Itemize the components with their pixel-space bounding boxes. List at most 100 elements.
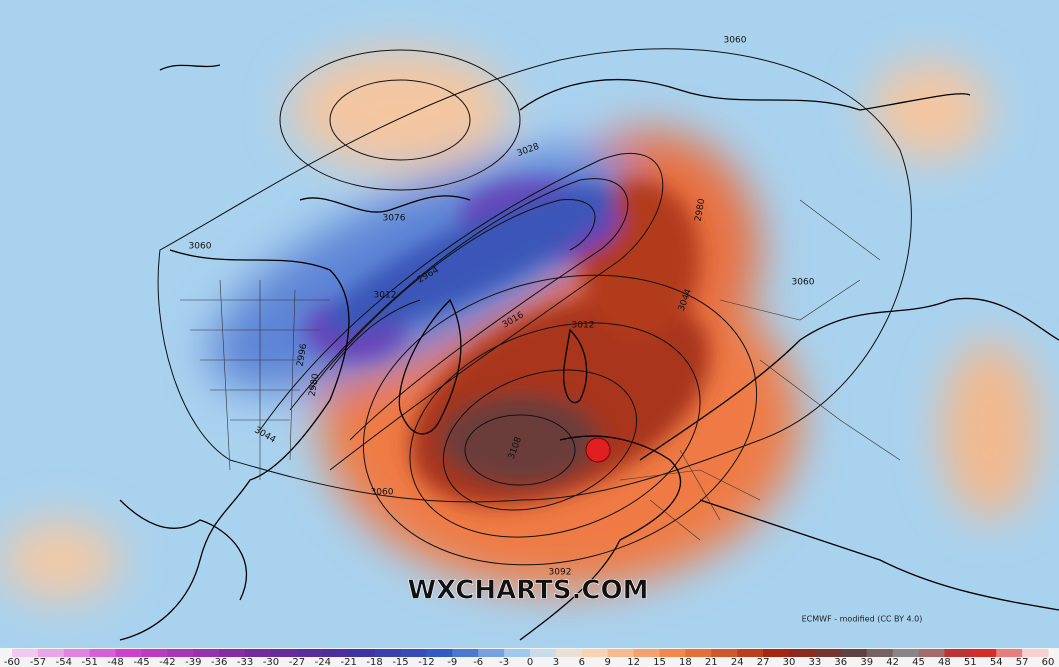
colorbar-swatch <box>581 649 609 657</box>
colorbar-label: -9 <box>447 657 457 667</box>
colorbar-swatch <box>400 649 427 657</box>
colorbar-label: 15 <box>653 657 666 667</box>
colorbar-label: 3 <box>553 657 559 667</box>
colorbar-label: 0 <box>527 657 533 667</box>
colorbar-label: 54 <box>990 657 1003 667</box>
colorbar-label: -21 <box>341 657 357 667</box>
colorbar-swatch <box>322 649 350 657</box>
colorbar-label: 33 <box>809 657 822 667</box>
colorbar-swatch <box>37 649 65 657</box>
contour-label: 3012 <box>572 321 595 331</box>
colorbar-swatch <box>219 649 246 657</box>
colorbar-swatch <box>271 649 298 657</box>
colorbar-swatch <box>374 649 401 657</box>
colorbar-label: -48 <box>107 657 123 667</box>
credit: ECMWF - modified (CC BY 4.0) <box>802 615 923 624</box>
colorbar-swatch <box>63 649 91 657</box>
colorbar-swatch <box>1022 649 1049 657</box>
contour-label: 3076 <box>383 214 406 224</box>
colorbar-swatch <box>193 649 220 657</box>
colorbar-label: -30 <box>263 657 279 667</box>
colorbar-swatch <box>89 649 117 657</box>
colorbar-label: -15 <box>392 657 408 667</box>
colorbar-swatch <box>892 649 919 657</box>
colorbar-label: 51 <box>964 657 977 667</box>
colorbar-swatch <box>141 649 168 657</box>
colorbar-label: -27 <box>289 657 305 667</box>
colorbar-label: 48 <box>938 657 951 667</box>
colorbar-label: 21 <box>705 657 718 667</box>
colorbar-swatch <box>944 649 971 657</box>
colorbar-swatch <box>452 649 479 657</box>
colorbar-swatch <box>866 649 894 657</box>
colorbar-label: -36 <box>211 657 227 667</box>
borders <box>180 199 901 541</box>
colorbar-swatch <box>789 649 816 657</box>
colorbar-swatch <box>685 649 712 657</box>
colorbar-label: 18 <box>679 657 692 667</box>
contour-label: 2980 <box>694 198 708 223</box>
colorbar-swatch <box>530 649 557 657</box>
coastlines <box>119 64 1059 641</box>
colorbar-label: 60 <box>1042 657 1055 667</box>
colorbar-label: -3 <box>499 657 509 667</box>
contour-label: 3092 <box>549 568 572 578</box>
colorbar-swatch <box>814 649 842 657</box>
colorbar-label: 9 <box>605 657 611 667</box>
colorbar-label: -6 <box>473 657 483 667</box>
contour-label: 3012 <box>374 291 397 301</box>
colorbar-label: 57 <box>1016 657 1029 667</box>
contour-label: 3060 <box>189 242 212 252</box>
contour-label: 2980 <box>308 373 322 398</box>
colorbar-label: 6 <box>579 657 585 667</box>
colorbar-label: 30 <box>783 657 796 667</box>
watermark: WXCHARTS.COM <box>407 576 648 606</box>
colorbar-label: -57 <box>30 657 46 667</box>
colorbar-swatch <box>918 649 945 657</box>
colorbar-swatch <box>478 649 505 657</box>
colorbar-swatch <box>763 649 790 657</box>
colorbar-label: 24 <box>731 657 744 667</box>
colorbar-swatch <box>504 649 531 657</box>
contour-label: 3060 <box>724 36 747 46</box>
colorbar-label: 27 <box>757 657 770 667</box>
colorbar-swatch <box>115 649 142 657</box>
colorbar-label: 12 <box>627 657 640 667</box>
colorbar-swatch <box>970 649 997 657</box>
colorbar-swatch <box>996 649 1023 657</box>
height-contours <box>157 48 912 566</box>
colorbar-swatch <box>348 649 376 657</box>
colorbar-swatch <box>12 649 39 657</box>
colorbar-swatch <box>426 649 453 657</box>
colorbar-label: 42 <box>886 657 899 667</box>
contour-label: 3060 <box>371 488 394 498</box>
colorbar-label: -60 <box>4 657 20 667</box>
colorbar-swatch <box>737 649 764 657</box>
colorbar-swatch <box>711 649 738 657</box>
colorbar-label: 45 <box>912 657 925 667</box>
colorbar-swatch <box>167 649 194 657</box>
colorbar-swatch <box>633 649 660 657</box>
contour-label: 3060 <box>792 278 815 288</box>
colorbar-swatch <box>607 649 635 657</box>
colorbar-label: -33 <box>237 657 253 667</box>
colorbar-label: -51 <box>82 657 98 667</box>
colorbar-label: -54 <box>56 657 72 667</box>
colorbar-label: 36 <box>834 657 847 667</box>
colorbar-swatch <box>245 649 272 657</box>
colorbar-label: -45 <box>133 657 149 667</box>
colorbar-label: -18 <box>366 657 382 667</box>
colorbar-label: 39 <box>860 657 873 667</box>
colorbar-swatch <box>659 649 686 657</box>
colorbar-swatch <box>555 649 583 657</box>
colorbar-label: -39 <box>185 657 201 667</box>
colorbar-label: -12 <box>418 657 434 667</box>
colorbar-swatch <box>296 649 324 657</box>
colorbar: -60 -57 -54 -51 -48 -45 -42 -39 -36 -33 -30 -27 -24-… <box>4 649 1055 667</box>
colorbar-label: -24 <box>315 657 331 667</box>
location-marker <box>585 437 611 463</box>
colorbar-label: -42 <box>159 657 175 667</box>
contour-label: 2996 <box>296 343 310 368</box>
